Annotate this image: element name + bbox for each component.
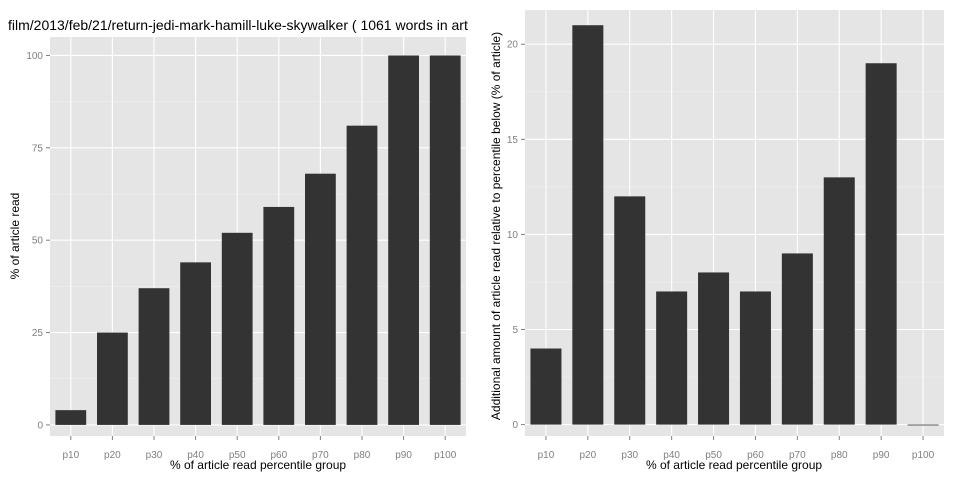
- right-x-tick-label-p30: p30: [621, 450, 638, 461]
- left-bar-p70: [305, 173, 336, 425]
- right-x-tick-label-p50: p50: [705, 450, 722, 461]
- left-y-tick-label: 50: [32, 236, 44, 247]
- chart-title: film/2013/feb/21/return-jedi-mark-hamill…: [8, 17, 468, 33]
- right-x-tick-label-p100: p100: [912, 450, 935, 461]
- right-chart: 0 5 10 15 20 p10 p20 p30 p40 p50 p60 p70 p80 p90 p100: [507, 10, 944, 461]
- left-x-tick-label-p40: p40: [187, 450, 204, 461]
- left-y-tick-label: 75: [32, 143, 44, 154]
- left-x-tick-label-p50: p50: [229, 450, 246, 461]
- right-y-tick-label: 10: [507, 230, 519, 241]
- right-x-tick-label-p70: p70: [789, 450, 806, 461]
- left-bar-p60: [263, 206, 295, 425]
- right-y-axis-title: Additional amount of article read relati…: [489, 32, 503, 420]
- right-x-tick-label-p40: p40: [663, 450, 680, 461]
- left-x-tick-label-p70: p70: [312, 450, 329, 461]
- left-bar-p50: [221, 232, 253, 425]
- left-y-tick-label: 25: [32, 328, 44, 339]
- right-bar-p70: [781, 253, 813, 425]
- right-bar-p30: [614, 196, 646, 425]
- left-bar-p80: [346, 125, 378, 425]
- left-x-tick-label-p90: p90: [395, 450, 412, 461]
- left-bar-p10: [55, 410, 87, 425]
- right-x-tick-label-p10: p10: [538, 450, 555, 461]
- left-y-axis-title: % of article read: [8, 193, 22, 280]
- left-bar-p30: [138, 288, 170, 425]
- left-x-tick-label-p10: p10: [62, 450, 79, 461]
- right-y-tick-label: 0: [512, 420, 518, 431]
- left-x-tick-label-p60: p60: [270, 450, 287, 461]
- right-y-tick-label: 5: [512, 325, 518, 336]
- left-chart: 0 25 50 75 100 p10 p20 p30 p40 p50 p60 p70 p80 p90 p10…: [26, 37, 466, 461]
- right-x-tick-label-p20: p20: [580, 450, 597, 461]
- left-x-tick-label-p20: p20: [104, 450, 121, 461]
- right-bar-p60: [739, 291, 771, 425]
- left-x-tick-label-p100: p100: [434, 450, 457, 461]
- right-y-tick-label: 20: [507, 40, 519, 51]
- left-x-tick-label-p30: p30: [146, 450, 163, 461]
- right-bar-p10: [530, 348, 562, 425]
- right-bar-p90: [865, 63, 897, 425]
- right-bar-p40: [656, 291, 688, 425]
- right-bar-p50: [698, 272, 730, 425]
- left-x-tick-label-p80: p80: [354, 450, 371, 461]
- left-bar-p40: [180, 262, 211, 425]
- left-y-tick-label: 100: [26, 51, 43, 62]
- left-bar-p90: [388, 55, 419, 425]
- left-y-tick-label: 0: [37, 420, 43, 431]
- right-bar-p100: [907, 424, 939, 426]
- left-x-axis-title: % of article read percentile group: [170, 458, 346, 472]
- right-bar-p80: [823, 177, 855, 425]
- right-x-axis-title: % of article read percentile group: [646, 458, 822, 472]
- right-x-tick-label-p80: p80: [831, 450, 848, 461]
- left-bar-p20: [97, 332, 128, 425]
- right-x-tick-label-p60: p60: [747, 450, 764, 461]
- right-y-tick-label: 15: [507, 135, 519, 146]
- right-x-tick-label-p90: p90: [873, 450, 890, 461]
- left-bar-p100: [429, 55, 461, 425]
- right-bar-p20: [572, 25, 604, 425]
